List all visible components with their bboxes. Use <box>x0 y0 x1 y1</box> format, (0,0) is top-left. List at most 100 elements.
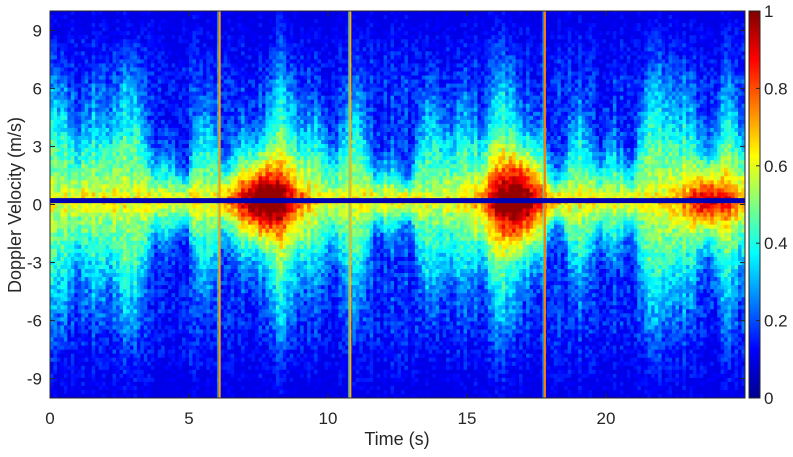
heatmap-cell <box>126 293 131 298</box>
heatmap-cell <box>112 188 117 194</box>
heatmap-cell <box>95 63 100 69</box>
heatmap-cell <box>122 385 128 391</box>
heatmap-cell <box>185 103 190 109</box>
heatmap-cell <box>182 309 187 314</box>
heatmap-cell <box>220 23 225 28</box>
heatmap-cell <box>81 140 86 145</box>
heatmap-cell <box>171 248 176 254</box>
heatmap-cell <box>199 373 204 379</box>
heatmap-cell <box>220 252 225 258</box>
heatmap-cell <box>122 152 128 157</box>
heatmap-cell <box>50 232 55 238</box>
heatmap-cell <box>230 23 235 28</box>
heatmap-cell <box>157 11 162 16</box>
heatmap-cell <box>185 176 190 181</box>
heatmap-cell <box>84 361 89 367</box>
heatmap-cell <box>77 325 82 331</box>
heatmap-cell <box>50 329 55 335</box>
heatmap-cell <box>175 208 180 214</box>
heatmap-cell <box>175 99 180 105</box>
heatmap-cell <box>199 353 204 359</box>
heatmap-cell <box>77 333 82 339</box>
heatmap-cell <box>119 365 124 371</box>
heatmap-cell <box>143 79 148 85</box>
heatmap-cell <box>105 184 110 189</box>
heatmap-cell <box>50 156 55 161</box>
heatmap-cell <box>133 309 138 314</box>
heatmap-cell <box>105 152 110 157</box>
heatmap-cell <box>202 285 207 290</box>
heatmap-cell <box>67 87 72 93</box>
heatmap-cell <box>70 176 75 181</box>
heatmap-cell <box>63 377 68 383</box>
heatmap-cell <box>199 47 204 52</box>
heatmap-cell <box>129 91 135 97</box>
heatmap-cell <box>56 131 62 137</box>
heatmap-cell <box>81 119 86 125</box>
heatmap-cell <box>129 176 135 181</box>
heatmap-cell <box>209 232 214 238</box>
heatmap-cell <box>140 184 145 189</box>
heatmap-cell <box>213 176 218 181</box>
heatmap-cell <box>74 35 79 40</box>
heatmap-cell <box>157 256 162 262</box>
heatmap-cell <box>178 389 183 395</box>
heatmap-cell <box>98 91 103 97</box>
heatmap-cell <box>213 393 218 398</box>
heatmap-cell <box>98 59 103 65</box>
heatmap-cell <box>67 83 72 89</box>
heatmap-cell <box>161 67 166 73</box>
heatmap-cell <box>105 119 110 125</box>
heatmap-cell <box>185 381 190 387</box>
heatmap-cell <box>77 389 82 395</box>
heatmap-cell <box>112 236 117 242</box>
heatmap-cell <box>189 216 194 222</box>
heatmap-cell <box>227 103 232 109</box>
heatmap-cell <box>199 111 204 117</box>
heatmap-cell <box>50 349 55 355</box>
heatmap-cell <box>202 301 207 306</box>
heatmap-cell <box>122 123 128 129</box>
heatmap-cell <box>150 329 155 335</box>
heatmap-cell <box>109 204 114 210</box>
heatmap-cell <box>178 260 183 266</box>
heatmap-cell <box>88 135 93 141</box>
heatmap-cell <box>189 115 194 121</box>
heatmap-cell <box>91 329 96 335</box>
heatmap-cell <box>63 135 68 141</box>
heatmap-cell <box>227 228 232 234</box>
heatmap-cell <box>185 63 190 69</box>
heatmap-cell <box>213 240 218 246</box>
heatmap-cell <box>126 19 131 24</box>
heatmap-cell <box>53 333 58 339</box>
heatmap-cell <box>171 51 176 56</box>
heatmap-cell <box>192 313 197 318</box>
heatmap-cell <box>70 131 75 137</box>
heatmap-cell <box>63 260 68 266</box>
heatmap-cell <box>227 71 232 77</box>
heatmap-cell <box>60 123 65 129</box>
heatmap-cell <box>202 184 207 189</box>
heatmap-cell <box>129 51 135 56</box>
heatmap-cell <box>129 204 135 210</box>
heatmap-cell <box>105 103 110 109</box>
heatmap-cell <box>129 75 135 81</box>
heatmap-cell <box>195 341 201 347</box>
heatmap-cell <box>171 115 176 121</box>
heatmap-cell <box>102 172 107 177</box>
heatmap-cell <box>60 131 65 137</box>
heatmap-cell <box>74 47 79 52</box>
heatmap-cell <box>95 188 100 194</box>
heatmap-cell <box>175 31 180 36</box>
heatmap-cell <box>213 103 218 109</box>
heatmap-cell <box>182 55 187 60</box>
heatmap-cell <box>209 83 214 89</box>
heatmap-cell <box>164 103 169 109</box>
heatmap-cell <box>220 204 225 210</box>
heatmap-cell <box>133 313 138 318</box>
heatmap-cell <box>206 285 211 290</box>
heatmap-cell <box>154 260 159 266</box>
heatmap-cell <box>81 131 86 137</box>
heatmap-cell <box>105 172 110 177</box>
heatmap-cell <box>182 35 187 40</box>
